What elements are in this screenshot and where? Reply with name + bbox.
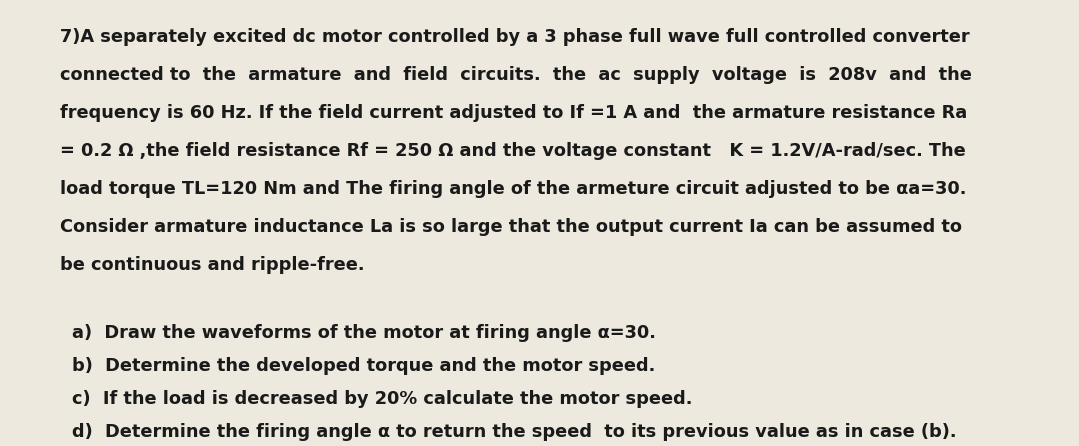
Text: frequency is 60 Hz. If the field current adjusted to If =1 A and  the armature r: frequency is 60 Hz. If the field current… xyxy=(60,104,967,122)
Text: Consider armature inductance La is so large that the output current Ia can be as: Consider armature inductance La is so la… xyxy=(60,218,962,236)
Text: d)  Determine the firing angle α to return the speed  to its previous value as i: d) Determine the firing angle α to retur… xyxy=(72,423,956,441)
Text: connected to  the  armature  and  field  circuits.  the  ac  supply  voltage  is: connected to the armature and field circ… xyxy=(60,66,972,84)
Text: 7)A separately excited dc motor controlled by a 3 phase full wave full controlle: 7)A separately excited dc motor controll… xyxy=(60,28,970,46)
Text: b)  Determine the developed torque and the motor speed.: b) Determine the developed torque and th… xyxy=(72,357,655,375)
Text: a)  Draw the waveforms of the motor at firing angle α=30.: a) Draw the waveforms of the motor at fi… xyxy=(72,324,656,342)
Text: = 0.2 Ω ,the field resistance Rf = 250 Ω and the voltage constant   K = 1.2V/A-r: = 0.2 Ω ,the field resistance Rf = 250 Ω… xyxy=(60,142,966,160)
Text: be continuous and ripple-free.: be continuous and ripple-free. xyxy=(60,256,365,274)
Text: c)  If the load is decreased by 20% calculate the motor speed.: c) If the load is decreased by 20% calcu… xyxy=(72,390,693,408)
Text: load torque TL=120 Nm and The firing angle of the armeture circuit adjusted to b: load torque TL=120 Nm and The firing ang… xyxy=(60,180,967,198)
